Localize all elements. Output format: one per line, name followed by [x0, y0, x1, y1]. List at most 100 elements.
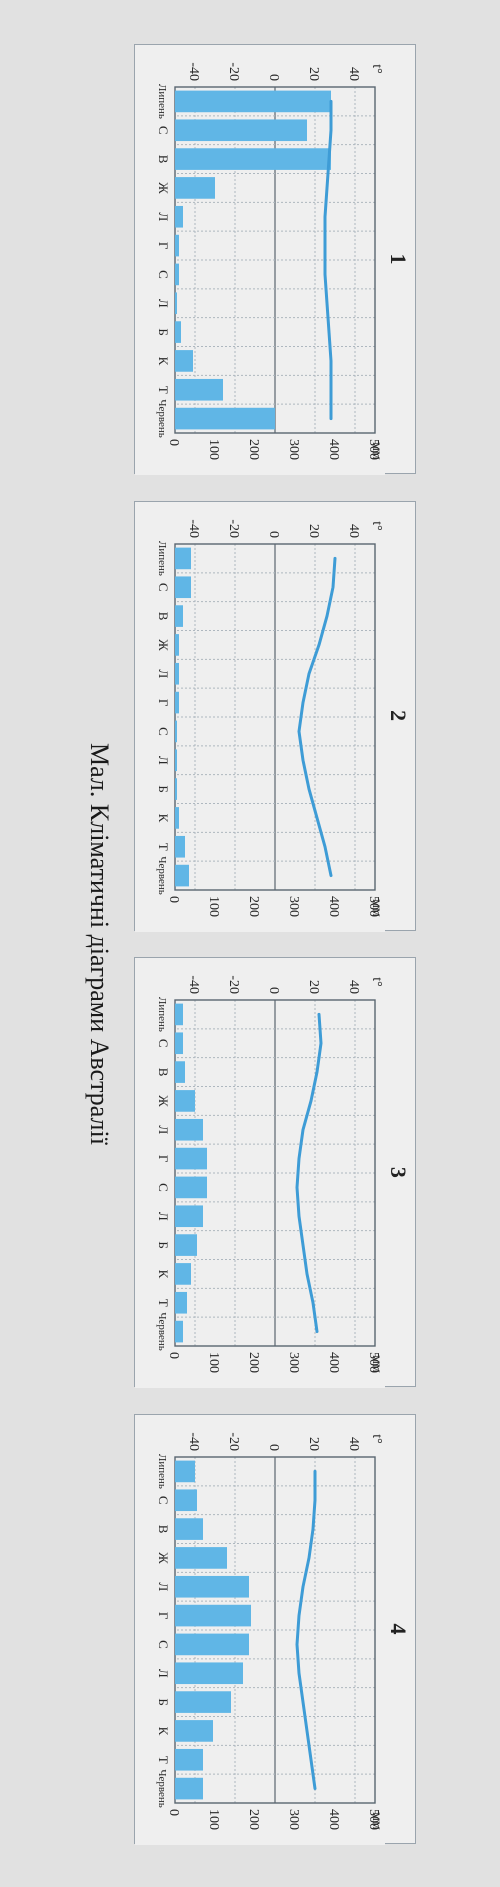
- svg-text:0: 0: [166, 439, 181, 446]
- svg-text:Б: Б: [156, 328, 171, 335]
- svg-text:400: 400: [326, 1808, 341, 1829]
- svg-text:мм: мм: [369, 1355, 384, 1373]
- svg-text:мм: мм: [369, 1812, 384, 1830]
- figure-caption: Мал. Кліматичні діаграми Австралії: [84, 44, 114, 1844]
- svg-text:Т: Т: [156, 1755, 171, 1763]
- svg-text:100: 100: [206, 895, 221, 916]
- panels-container: 140200-20-405004003002001000t°ммЛипеньСВ…: [134, 44, 416, 1844]
- svg-text:Червень: Червень: [156, 1769, 168, 1807]
- climate-panel-4: 440200-20-405004003002001000t°ммЛипеньСВ…: [134, 1413, 416, 1843]
- svg-text:200: 200: [246, 1352, 261, 1373]
- svg-text:400: 400: [326, 439, 341, 460]
- svg-text:-40: -40: [186, 975, 201, 994]
- svg-text:В: В: [156, 1524, 171, 1533]
- svg-text:Ж: Ж: [156, 182, 171, 194]
- svg-text:Липень: Липень: [156, 1453, 168, 1488]
- svg-text:20: 20: [306, 1436, 321, 1450]
- svg-text:Л: Л: [156, 212, 171, 221]
- svg-text:0: 0: [266, 1443, 281, 1450]
- svg-text:К: К: [156, 813, 171, 822]
- climate-panel-3: 340200-20-405004003002001000t°ммЛипеньСВ…: [134, 957, 416, 1387]
- panel-title: 4: [385, 1414, 415, 1842]
- climate-panel-1: 140200-20-405004003002001000t°ммЛипеньСВ…: [134, 44, 416, 474]
- svg-text:Л: Л: [156, 1125, 171, 1134]
- svg-text:С: С: [156, 726, 171, 735]
- svg-text:-20: -20: [226, 518, 241, 537]
- svg-text:Червень: Червень: [156, 1312, 168, 1350]
- svg-text:Г: Г: [156, 1155, 171, 1163]
- svg-text:-20: -20: [226, 975, 241, 994]
- svg-text:Г: Г: [156, 241, 171, 249]
- svg-text:Л: Л: [156, 298, 171, 307]
- svg-text:Т: Т: [156, 385, 171, 393]
- svg-text:С: С: [156, 1495, 171, 1504]
- svg-text:400: 400: [326, 895, 341, 916]
- svg-text:Червень: Червень: [156, 399, 168, 437]
- climate-chart: 40200-20-405004003002001000t°ммЛипеньСВЖ…: [135, 958, 385, 1386]
- svg-text:20: 20: [306, 980, 321, 994]
- svg-text:Б: Б: [156, 1698, 171, 1705]
- svg-text:40: 40: [346, 523, 361, 537]
- svg-text:40: 40: [346, 980, 361, 994]
- svg-text:20: 20: [306, 523, 321, 537]
- climate-chart: 40200-20-405004003002001000t°ммЛипеньСВЖ…: [135, 501, 385, 929]
- svg-text:Ж: Ж: [156, 1095, 171, 1107]
- svg-text:0: 0: [266, 987, 281, 994]
- svg-text:400: 400: [326, 1352, 341, 1373]
- svg-text:К: К: [156, 1269, 171, 1278]
- svg-text:Б: Б: [156, 1241, 171, 1248]
- svg-text:40: 40: [346, 67, 361, 81]
- svg-text:Л: Л: [156, 1668, 171, 1677]
- svg-text:Ж: Ж: [156, 1552, 171, 1564]
- svg-text:С: С: [156, 1183, 171, 1192]
- svg-text:300: 300: [286, 895, 301, 916]
- svg-text:мм: мм: [369, 442, 384, 460]
- svg-text:С: С: [156, 582, 171, 591]
- climate-chart: 40200-20-405004003002001000t°ммЛипеньСВЖ…: [135, 1414, 385, 1842]
- svg-text:t°: t°: [369, 64, 384, 74]
- svg-text:Липень: Липень: [156, 997, 168, 1032]
- svg-text:-40: -40: [186, 62, 201, 81]
- svg-text:мм: мм: [369, 898, 384, 916]
- svg-text:-20: -20: [226, 1432, 241, 1451]
- svg-text:Л: Л: [156, 1212, 171, 1221]
- panel-title: 3: [385, 958, 415, 1386]
- svg-text:С: С: [156, 270, 171, 279]
- svg-text:100: 100: [206, 1808, 221, 1829]
- svg-text:0: 0: [266, 74, 281, 81]
- svg-text:К: К: [156, 356, 171, 365]
- svg-text:-20: -20: [226, 62, 241, 81]
- svg-text:100: 100: [206, 439, 221, 460]
- svg-text:t°: t°: [369, 977, 384, 987]
- svg-text:К: К: [156, 1726, 171, 1735]
- svg-text:-40: -40: [186, 1432, 201, 1451]
- svg-text:100: 100: [206, 1352, 221, 1373]
- svg-text:Г: Г: [156, 1611, 171, 1619]
- svg-text:t°: t°: [369, 1434, 384, 1444]
- svg-text:200: 200: [246, 1808, 261, 1829]
- climate-chart: 40200-20-405004003002001000t°ммЛипеньСВЖ…: [135, 45, 385, 473]
- svg-text:40: 40: [346, 1436, 361, 1450]
- panel-title: 1: [385, 45, 415, 473]
- svg-text:С: С: [156, 125, 171, 134]
- svg-text:0: 0: [266, 530, 281, 537]
- svg-text:Л: Л: [156, 1582, 171, 1591]
- svg-text:t°: t°: [369, 520, 384, 530]
- svg-text:-40: -40: [186, 518, 201, 537]
- svg-text:В: В: [156, 611, 171, 620]
- svg-text:Липень: Липень: [156, 83, 168, 118]
- svg-text:Б: Б: [156, 785, 171, 792]
- climate-panel-2: 240200-20-405004003002001000t°ммЛипеньСВ…: [134, 500, 416, 930]
- svg-text:300: 300: [286, 1352, 301, 1373]
- svg-text:200: 200: [246, 895, 261, 916]
- svg-text:0: 0: [166, 1808, 181, 1815]
- svg-text:Червень: Червень: [156, 856, 168, 894]
- svg-text:В: В: [156, 1068, 171, 1077]
- svg-text:Л: Л: [156, 755, 171, 764]
- svg-text:0: 0: [166, 1352, 181, 1359]
- svg-text:Л: Л: [156, 668, 171, 677]
- svg-text:20: 20: [306, 67, 321, 81]
- svg-text:В: В: [156, 154, 171, 163]
- svg-text:200: 200: [246, 439, 261, 460]
- panel-title: 2: [385, 501, 415, 929]
